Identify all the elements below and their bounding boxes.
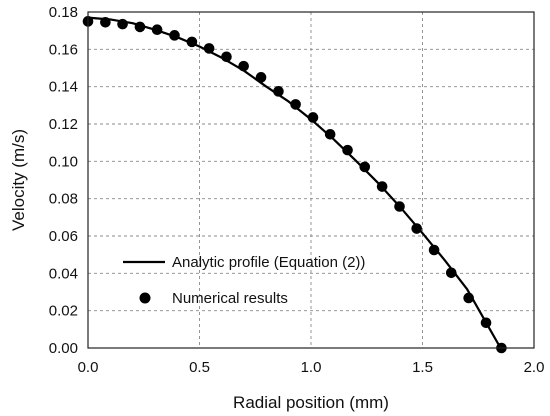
grid-lines — [88, 12, 534, 348]
legend-marker-swatch — [139, 292, 151, 304]
numerical-result-point — [255, 72, 267, 83]
y-tick-label: 0.02 — [49, 303, 78, 320]
numerical-result-point — [376, 181, 388, 192]
x-tick-label: 0.5 — [189, 359, 210, 376]
numerical-result-point — [307, 112, 319, 123]
tick-labels: 0.00 0.02 0.04 0.06 0.08 0.10 0.12 0.14 0.16 0.18… — [49, 4, 545, 376]
numerical-result-point — [394, 201, 405, 212]
numerical-result-point — [342, 144, 353, 156]
numerical-result-point — [186, 36, 198, 48]
y-tick-label: 0.12 — [49, 116, 78, 133]
numerical-result-point — [359, 161, 371, 173]
numerical-result-point — [117, 18, 128, 30]
numerical-result-point — [203, 43, 215, 54]
numerical-result-point — [238, 60, 249, 72]
numerical-result-point — [480, 317, 492, 329]
numerical-result-point — [324, 128, 336, 140]
numerical-result-point — [100, 16, 111, 28]
numerical-result-point — [445, 267, 457, 279]
y-tick-label: 0.06 — [49, 228, 78, 245]
legend-label-analytic: Analytic profile (Equation (2)) — [172, 254, 365, 271]
y-tick-label: 0.04 — [49, 265, 78, 282]
numerical-result-point — [221, 51, 232, 63]
numerical-result-point — [169, 30, 180, 41]
legend-label-numerical: Numerical results — [172, 290, 288, 307]
y-tick-label: 0.16 — [49, 41, 78, 58]
x-axis-title: Radial position (mm) — [233, 393, 389, 412]
x-tick-label: 1.5 — [412, 359, 433, 376]
numerical-result-point — [411, 223, 423, 234]
numerical-result-point — [290, 99, 301, 110]
numerical-result-point — [273, 86, 284, 97]
y-tick-label: 0.18 — [49, 4, 78, 21]
y-tick-label: 0.10 — [49, 153, 78, 170]
x-tick-label: 1.0 — [301, 359, 322, 376]
x-tick-label: 0.0 — [78, 359, 99, 376]
numerical-result-point — [463, 292, 474, 304]
legend: Analytic profile (Equation (2)) Numerica… — [123, 254, 365, 307]
y-tick-label: 0.00 — [49, 340, 78, 357]
y-axis-title: Velocity (m/s) — [9, 129, 28, 231]
numerical-result-point — [428, 244, 440, 256]
plot-frame — [87, 11, 535, 349]
data-series — [82, 16, 507, 354]
y-tick-label: 0.08 — [49, 191, 78, 208]
y-tick-label: 0.14 — [49, 79, 78, 96]
numerical-result-point — [151, 24, 163, 36]
x-tick-label: 2.0 — [524, 359, 545, 376]
numerical-result-point — [134, 21, 146, 33]
